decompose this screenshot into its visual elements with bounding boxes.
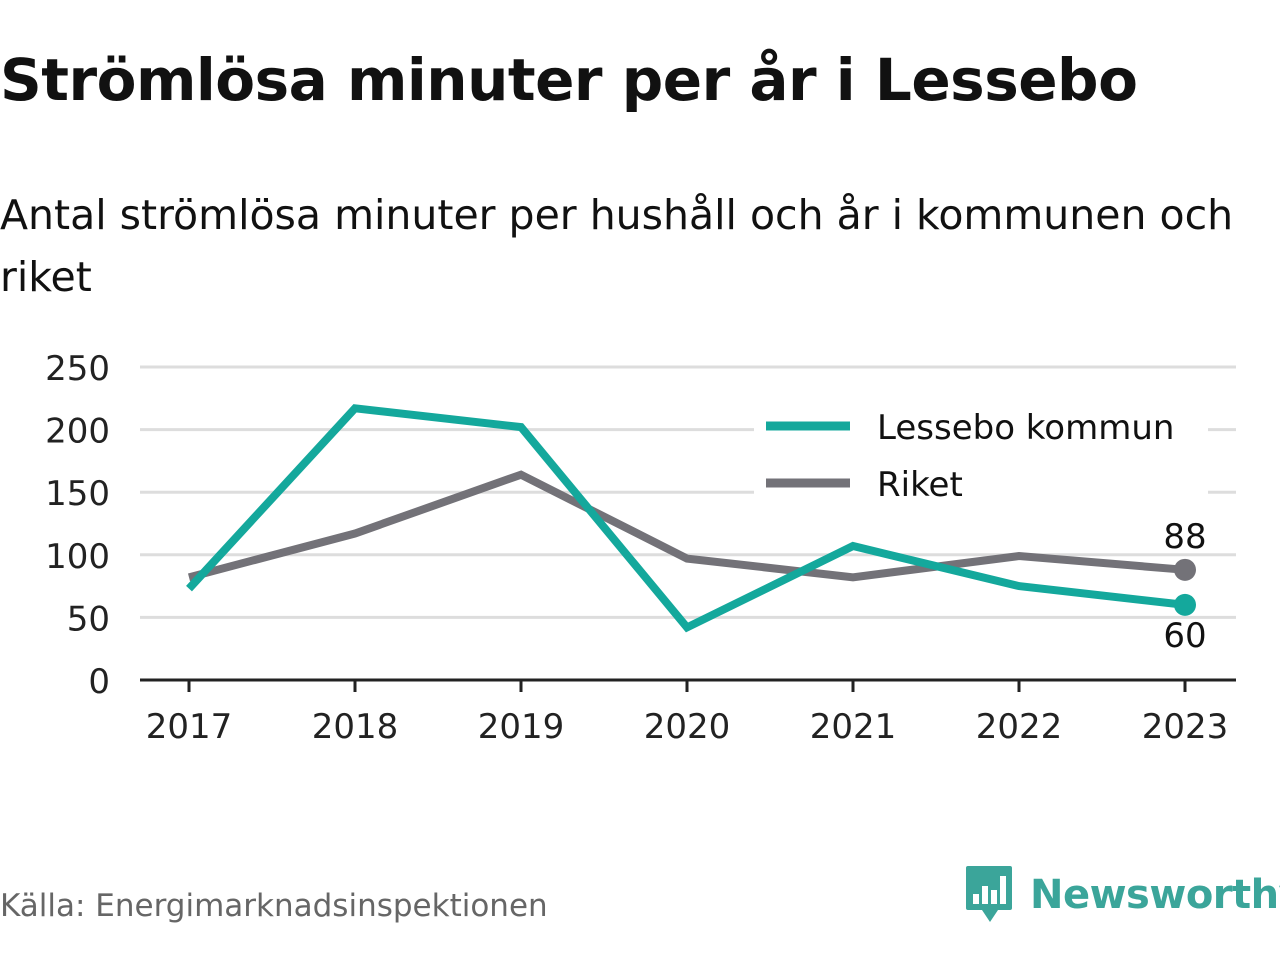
newsworthy-logo-icon [966,866,1012,922]
y-tick-label-250: 250 [45,349,110,389]
end-value-label-series-1: 60 [1163,616,1206,656]
brand-logo: Newsworthy [964,864,1280,926]
chart-title: Strömlösa minuter per år i Lessebo [0,46,1138,114]
y-tick-label-200: 200 [45,412,110,452]
y-tick-label-50: 50 [67,599,110,639]
source-note: Källa: Energimarknadsinspektionen [0,888,548,924]
end-marker-series-1 [1174,593,1196,616]
x-tick-label-2021: 2021 [810,707,897,747]
y-axis-tick-labels: 0 50 100 150 200 250 [45,349,110,702]
end-marker-series-2 [1174,558,1196,581]
legend-label-1: Lessebo kommun [877,408,1174,448]
x-axis-tick-labels: 2017 2018 2019 2020 2021 2022 2023 [146,680,1229,747]
x-tick-label-2018: 2018 [312,707,399,747]
series-lines [186,404,1186,633]
series-line-2 [187,470,1186,582]
x-tick-label-2019: 2019 [478,707,565,747]
y-tick-label-100: 100 [45,537,110,577]
y-tick-label-0: 0 [88,662,110,702]
legend-label-2: Riket [877,465,963,505]
series-line-1 [186,404,1186,633]
x-tick-label-2017: 2017 [146,707,233,747]
y-tick-label-150: 150 [45,474,110,514]
legend: Lessebo kommun Riket [754,398,1208,508]
x-tick-label-2023: 2023 [1142,707,1229,747]
chart-subtitle: Antal strömlösa minuter per hushåll och … [0,191,1234,301]
x-tick-label-2020: 2020 [644,707,731,747]
x-tick-label-2022: 2022 [976,707,1063,747]
end-value-labels: 60 88 [1163,517,1206,656]
brand-name: Newsworthy [1030,872,1280,918]
end-value-label-series-2: 88 [1163,517,1206,557]
legend-background [754,398,1208,508]
